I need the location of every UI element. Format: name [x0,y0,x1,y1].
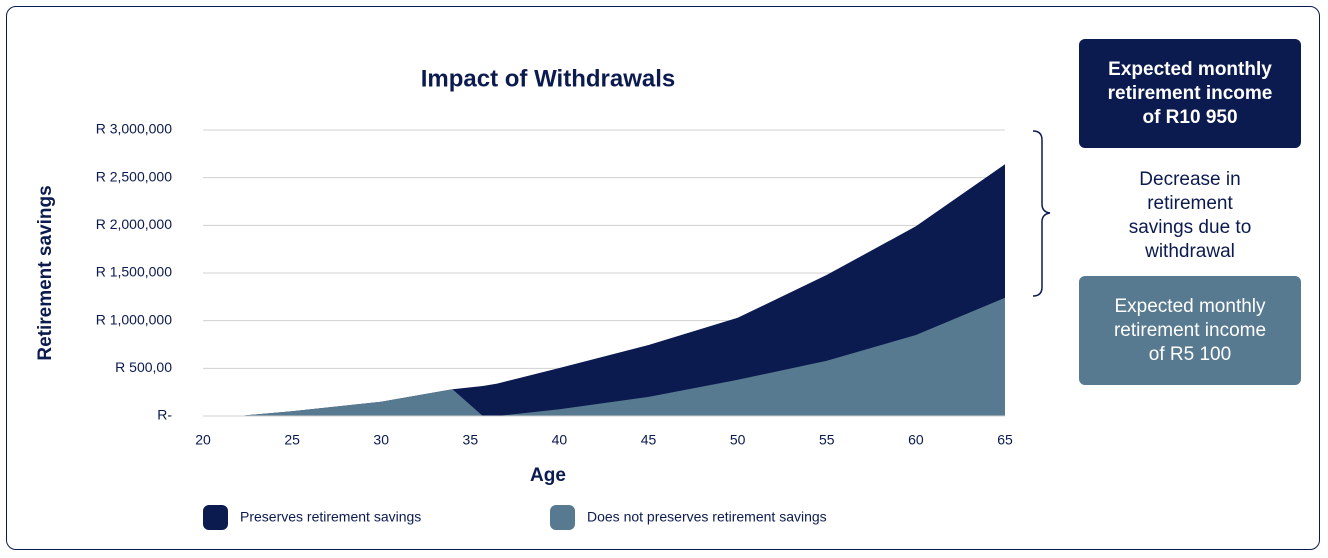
brace [1032,130,1051,297]
legend-swatch [203,505,228,530]
legend-label: Does not preserves retirement savings [587,509,827,525]
decrease-text: Decrease in retirement savings due to wi… [1128,169,1252,262]
legend-label: Preserves retirement savings [240,509,421,525]
x-tick-label: 60 [908,432,924,448]
x-tick-label: 20 [195,432,211,448]
area [203,164,1005,416]
x-axis-label: Age [530,465,566,486]
x-tick-label: 65 [997,432,1013,448]
withdrawn-income-box: Expected monthly retirement income of R5… [1079,276,1301,385]
y-axis-label: Retirement savings [35,185,56,360]
preserved-income-box: Expected monthly retirement income of R1… [1079,39,1301,148]
chart-title: Impact of Withdrawals [421,65,675,92]
y-tick-label: R 2,000,000 [96,216,172,232]
x-tick-label: 35 [463,432,479,448]
withdrawn-income-text: Expected monthly retirement income of R5… [1113,295,1267,365]
x-tick-label: 45 [641,432,657,448]
x-tick-label: 40 [552,432,568,448]
decrease-note: Decrease in retirement savings due to wi… [1079,169,1301,262]
y-tick-label: R 500,00 [115,359,172,375]
y-tick-label: R 3,000,000 [96,121,172,137]
legend-swatch [550,505,575,530]
area [203,297,1005,416]
x-tick-label: 55 [819,432,835,448]
card [6,6,1320,550]
y-tick-label: R 1,000,000 [96,311,172,327]
y-tick-label: R- [157,407,172,423]
y-tick-label: R 2,500,000 [96,168,172,184]
preserved-income-text: Expected monthly retirement income of R1… [1107,58,1273,128]
x-tick-label: 30 [373,432,389,448]
x-tick-label: 50 [730,432,746,448]
x-tick-label: 25 [284,432,300,448]
y-tick-label: R 1,500,000 [96,264,172,280]
